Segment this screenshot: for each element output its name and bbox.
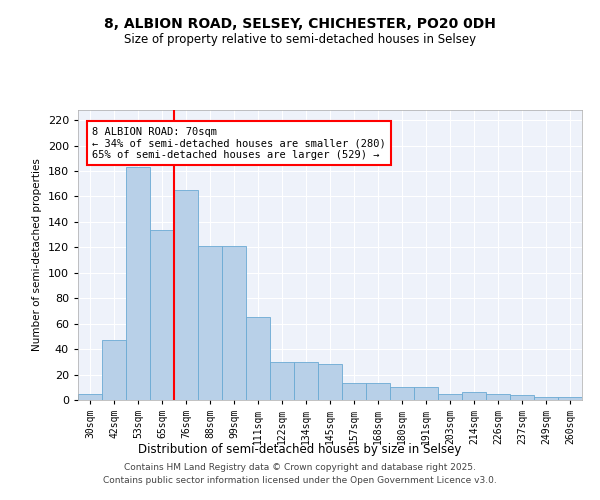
Bar [534, 398, 558, 400]
Bar [366, 384, 390, 400]
Bar [510, 395, 534, 400]
Text: 8 ALBION ROAD: 70sqm
← 34% of semi-detached houses are smaller (280)
65% of semi: 8 ALBION ROAD: 70sqm ← 34% of semi-detac… [92, 126, 386, 160]
Text: Contains HM Land Registry data © Crown copyright and database right 2025.: Contains HM Land Registry data © Crown c… [124, 462, 476, 471]
Bar [342, 384, 366, 400]
Bar [222, 246, 246, 400]
Text: Distribution of semi-detached houses by size in Selsey: Distribution of semi-detached houses by … [139, 442, 461, 456]
Text: Contains public sector information licensed under the Open Government Licence v3: Contains public sector information licen… [103, 476, 497, 485]
Bar [318, 364, 342, 400]
Bar [462, 392, 486, 400]
Text: 8, ALBION ROAD, SELSEY, CHICHESTER, PO20 0DH: 8, ALBION ROAD, SELSEY, CHICHESTER, PO20… [104, 18, 496, 32]
Bar [486, 394, 510, 400]
Bar [294, 362, 318, 400]
Bar [414, 388, 438, 400]
Bar [78, 394, 102, 400]
Bar [270, 362, 294, 400]
Bar [390, 388, 414, 400]
Bar [198, 246, 222, 400]
Text: Size of property relative to semi-detached houses in Selsey: Size of property relative to semi-detach… [124, 32, 476, 46]
Bar [150, 230, 174, 400]
Bar [246, 318, 270, 400]
Bar [102, 340, 126, 400]
Bar [126, 167, 150, 400]
Y-axis label: Number of semi-detached properties: Number of semi-detached properties [32, 158, 42, 352]
Bar [174, 190, 198, 400]
Bar [558, 398, 582, 400]
Bar [438, 394, 462, 400]
